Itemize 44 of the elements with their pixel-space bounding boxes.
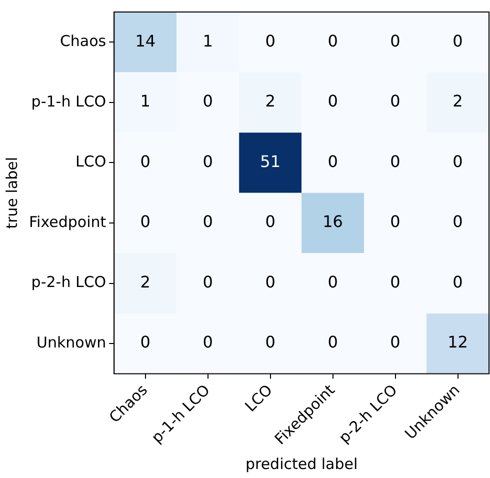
y-axis-title: true label (2, 156, 21, 229)
data-label: 16 (322, 212, 343, 232)
data-label: 0 (328, 332, 338, 352)
data-label: 0 (140, 332, 150, 352)
y-tick-label: Chaos (60, 32, 106, 50)
data-label: 0 (265, 212, 276, 232)
data-label: 0 (390, 31, 400, 50)
data-label: 0 (202, 272, 213, 292)
data-label: 14 (135, 31, 156, 50)
data-label: 0 (390, 152, 400, 171)
data-label: 2 (265, 92, 276, 111)
y-tick-label: p-2-h LCO (31, 273, 106, 292)
data-label: 0 (328, 31, 338, 50)
data-label: 0 (452, 212, 463, 232)
data-label: 0 (265, 31, 276, 50)
data-label: 0 (202, 332, 213, 352)
data-label: 0 (265, 272, 276, 292)
data-label: 0 (140, 152, 150, 171)
data-label: 0 (390, 92, 400, 111)
data-label: 0 (265, 332, 276, 352)
y-tick-label: p-1-h LCO (31, 92, 106, 110)
data-label: 0 (328, 272, 338, 292)
data-label: 12 (448, 332, 468, 352)
data-label: 2 (452, 92, 463, 111)
data-label: 1 (202, 31, 213, 50)
data-label: 0 (202, 152, 213, 171)
data-label: 0 (328, 92, 338, 111)
data-label: 51 (260, 152, 280, 171)
data-label: 0 (140, 212, 150, 232)
data-label: 2 (140, 272, 150, 292)
data-label: 0 (452, 152, 463, 171)
y-tick-label: Unknown (36, 333, 106, 352)
data-label: 0 (390, 332, 400, 352)
y-tick-label: LCO (75, 152, 106, 171)
data-label: 1 (140, 92, 150, 111)
x-axis-title: predicted label (245, 454, 358, 473)
data-label: 0 (202, 212, 213, 232)
data-label: 0 (328, 152, 338, 171)
data-label: 0 (202, 92, 213, 111)
data-label: 0 (452, 31, 463, 50)
data-label: 0 (390, 212, 400, 232)
y-tick-label: Fixedpoint (29, 212, 106, 231)
data-label: 0 (452, 272, 463, 292)
data-label: 0 (390, 272, 400, 292)
